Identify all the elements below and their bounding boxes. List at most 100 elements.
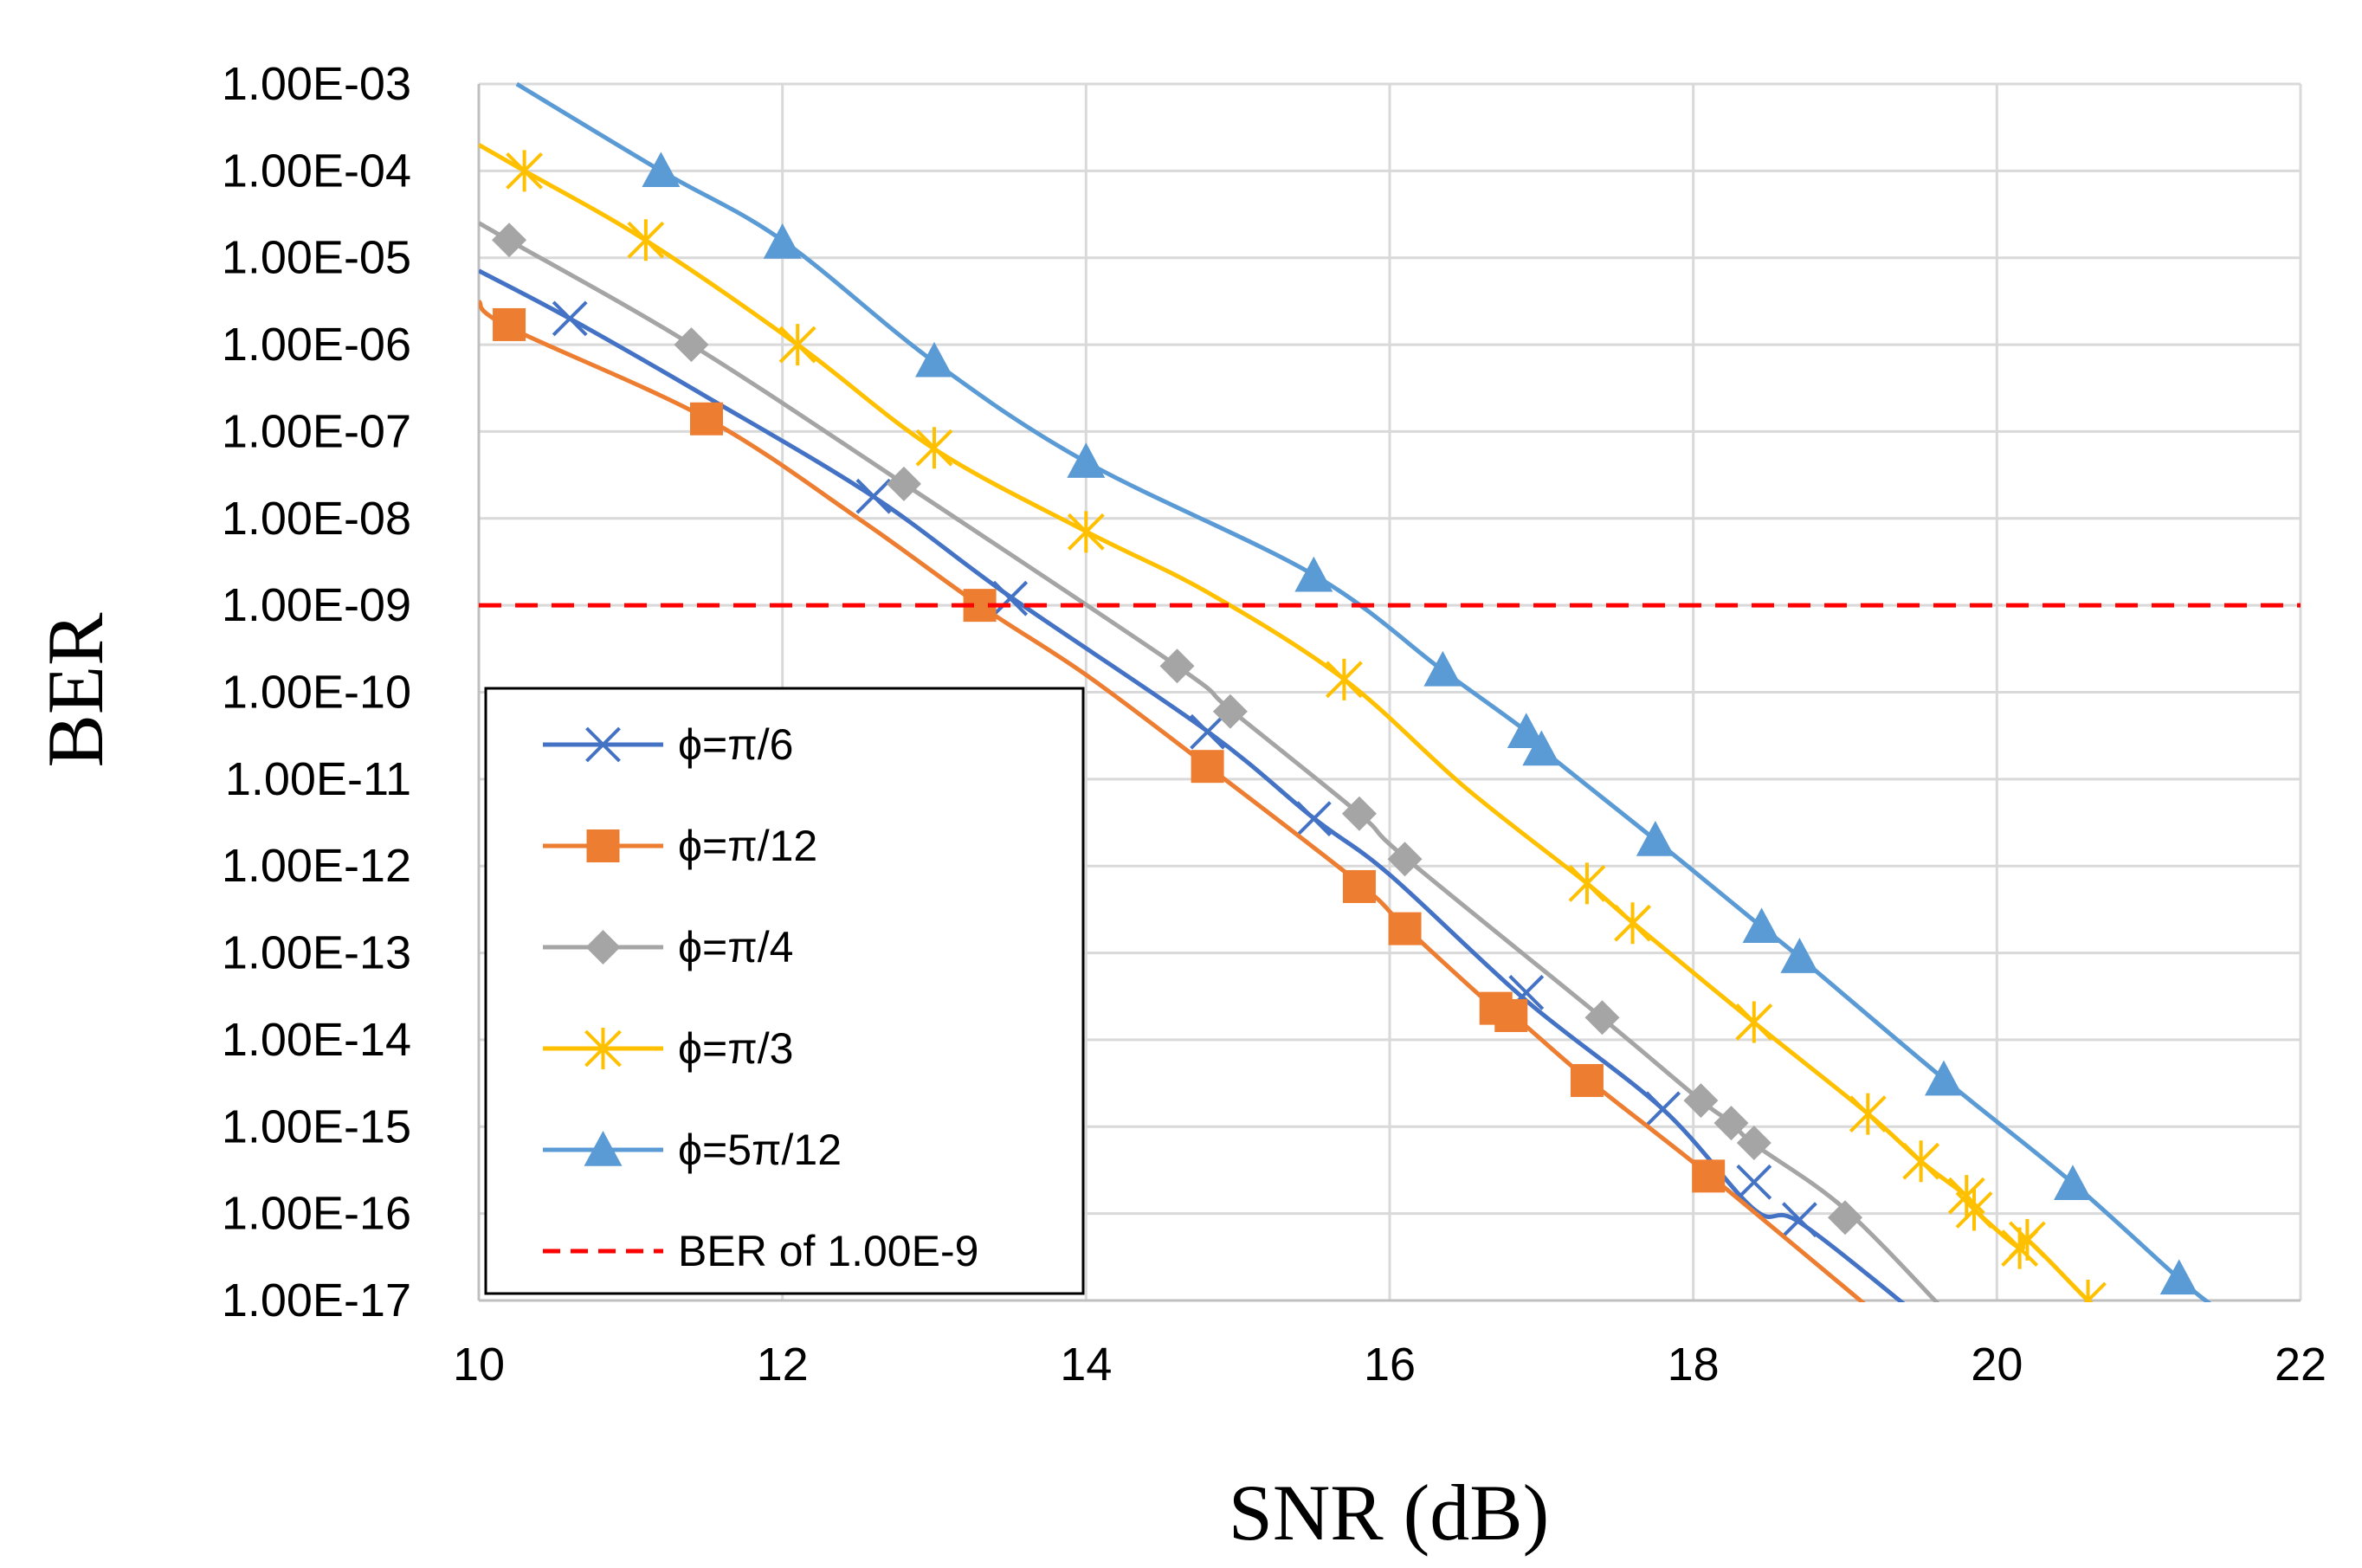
data-point: [1388, 912, 1422, 945]
y-tick-labels: 1.00E-03 1.00E-04 1.00E-05 1.00E-06 1.00E-07…: [222, 58, 411, 1326]
y-tick-label: 1.00E-06: [222, 319, 411, 371]
data-point: [1614, 902, 1651, 945]
y-tick-label: 1.00E-11: [225, 753, 411, 805]
legend-marker: [585, 930, 621, 965]
x-tick-label: 18: [1668, 1339, 1720, 1391]
data-point: [1736, 1164, 1772, 1200]
data-point-stroke: [1781, 1202, 1817, 1238]
data-point-stroke: [552, 300, 588, 337]
data-point: [2008, 1218, 2046, 1261]
y-tick-label: 1.00E-17: [222, 1274, 411, 1326]
legend-item: ϕ=π/12: [543, 822, 817, 870]
legend-items: ϕ=π/6 ϕ=π/12 ϕ=π/4 ϕ=π/3 ϕ=5π/12 BER of 1.00E…: [543, 720, 978, 1275]
legend-marker: [586, 829, 620, 862]
data-point: [1295, 801, 1332, 837]
data-point: [2054, 1165, 2092, 1200]
data-point: [763, 223, 802, 259]
legend-item: ϕ=5π/12: [543, 1126, 842, 1174]
y-axis-title: BER: [31, 612, 119, 768]
data-point: [1781, 1202, 1817, 1238]
legend-marker: [585, 726, 621, 763]
data-point: [1828, 1200, 1862, 1236]
legend: ϕ=π/6 ϕ=π/12 ϕ=π/4 ϕ=π/3 ϕ=5π/12 BER of 1.00E…: [484, 687, 1085, 1295]
data-point: [1584, 1000, 1620, 1036]
legend-item: ϕ=π/6: [543, 720, 793, 769]
data-point: [642, 152, 681, 188]
data-point: [1067, 442, 1106, 478]
data-point: [1645, 1091, 1681, 1127]
data-point: [1159, 648, 1195, 684]
data-point: [1190, 713, 1226, 750]
x-tick-label: 22: [2275, 1339, 2327, 1391]
data-point-stroke: [1736, 1164, 1772, 1200]
y-tick-label: 1.00E-05: [222, 232, 411, 284]
data-point-stroke: [1190, 713, 1226, 750]
data-point-stroke: [855, 478, 892, 514]
y-tick-label: 1.00E-12: [222, 840, 411, 892]
data-point: [1713, 1106, 1749, 1141]
data-point: [627, 219, 665, 261]
data-point: [886, 466, 921, 501]
y-tick-label: 1.00E-13: [222, 927, 411, 979]
x-tick-labels: 10 12 14 16 18 20 22: [453, 1339, 2327, 1391]
legend-marker-stroke: [585, 726, 621, 763]
y-tick-label: 1.00E-14: [222, 1014, 411, 1066]
legend-item: ϕ=π/3: [543, 1024, 793, 1073]
legend-marker: [584, 1131, 623, 1166]
data-point-stroke: [1295, 801, 1332, 837]
data-point: [690, 402, 723, 436]
data-point: [1507, 713, 1546, 748]
data-point: [855, 478, 892, 514]
data-point: [915, 341, 953, 377]
x-tick-label: 10: [453, 1339, 505, 1391]
y-tick-label: 1.00E-16: [222, 1188, 411, 1240]
x-tick-label: 20: [1971, 1339, 2023, 1391]
legend-label: ϕ=π/12: [678, 822, 817, 870]
data-point: [1955, 1189, 1993, 1231]
y-tick-label: 1.00E-09: [222, 579, 411, 631]
series-line: [479, 299, 1866, 1302]
data-point: [1570, 1063, 1604, 1097]
data-point: [506, 150, 544, 192]
data-point: [1736, 1126, 1772, 1161]
plot-frame: [477, 84, 2301, 1302]
data-point: [1294, 556, 1333, 592]
data-point: [1191, 750, 1224, 784]
y-tick-label: 1.00E-10: [222, 667, 411, 719]
legend-item: ϕ=π/4: [543, 923, 793, 971]
data-point: [1212, 694, 1248, 729]
data-point: [1387, 842, 1423, 877]
data-series: [479, 82, 2301, 1302]
legend-item: BER of 1.00E-9: [543, 1227, 978, 1275]
data-point: [1341, 796, 1377, 831]
data-point: [492, 223, 527, 258]
x-tick-label: 16: [1364, 1339, 1416, 1391]
x-axis-title: SNR (dB): [1229, 1468, 1550, 1557]
data-point: [1636, 821, 1675, 856]
data-point: [552, 300, 588, 337]
data-point: [1902, 1140, 1940, 1183]
y-tick-label: 1.00E-08: [222, 493, 411, 545]
series-3: [479, 143, 2107, 1302]
legend-label: ϕ=5π/12: [678, 1126, 842, 1174]
data-point: [1780, 938, 1819, 973]
data-point: [992, 580, 1029, 616]
data-point: [1692, 1159, 1726, 1193]
legend-label: ϕ=π/6: [678, 720, 793, 769]
legend-label: BER of 1.00E-9: [678, 1227, 978, 1275]
data-point: [1325, 658, 1363, 700]
data-point: [778, 324, 816, 366]
data-point: [674, 327, 709, 363]
data-point: [1494, 998, 1528, 1032]
x-tick-label: 14: [1060, 1339, 1112, 1391]
data-point: [1568, 862, 1606, 905]
data-point-stroke: [992, 580, 1029, 616]
data-point: [493, 307, 526, 341]
y-tick-label: 1.00E-07: [222, 405, 411, 457]
x-tick-label: 12: [757, 1339, 809, 1391]
series-2: [479, 221, 1940, 1302]
y-tick-label: 1.00E-04: [222, 145, 411, 197]
data-point: [1924, 1060, 1963, 1096]
legend-label: ϕ=π/3: [678, 1024, 793, 1073]
